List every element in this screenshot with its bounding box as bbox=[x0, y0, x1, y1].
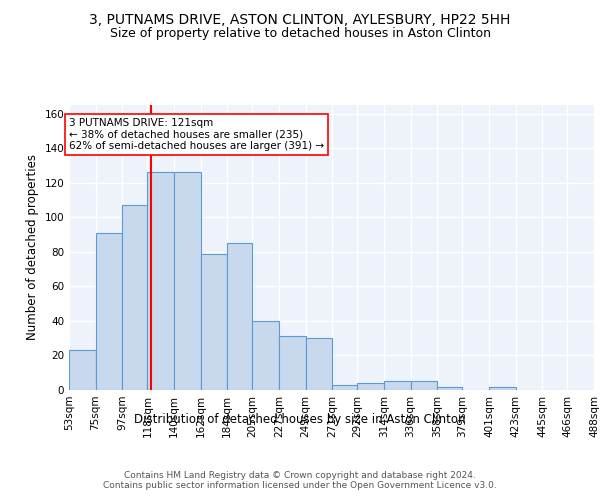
Y-axis label: Number of detached properties: Number of detached properties bbox=[26, 154, 39, 340]
Bar bbox=[437, 386, 463, 390]
Text: Contains HM Land Registry data © Crown copyright and database right 2024.
Contai: Contains HM Land Registry data © Crown c… bbox=[103, 470, 497, 490]
Bar bbox=[174, 172, 200, 390]
Text: Distribution of detached houses by size in Aston Clinton: Distribution of detached houses by size … bbox=[134, 412, 466, 426]
Text: Size of property relative to detached houses in Aston Clinton: Size of property relative to detached ho… bbox=[110, 28, 491, 40]
Bar bbox=[227, 243, 253, 390]
Bar bbox=[200, 254, 227, 390]
Bar bbox=[279, 336, 305, 390]
Text: 3, PUTNAMS DRIVE, ASTON CLINTON, AYLESBURY, HP22 5HH: 3, PUTNAMS DRIVE, ASTON CLINTON, AYLESBU… bbox=[89, 12, 511, 26]
Bar bbox=[332, 385, 358, 390]
Bar bbox=[305, 338, 332, 390]
Bar bbox=[122, 205, 148, 390]
Bar bbox=[489, 386, 515, 390]
Bar bbox=[384, 382, 410, 390]
Bar bbox=[410, 382, 437, 390]
Bar bbox=[358, 383, 384, 390]
Bar bbox=[69, 350, 95, 390]
Text: 3 PUTNAMS DRIVE: 121sqm
← 38% of detached houses are smaller (235)
62% of semi-d: 3 PUTNAMS DRIVE: 121sqm ← 38% of detache… bbox=[69, 118, 324, 151]
Bar bbox=[253, 321, 279, 390]
Bar bbox=[148, 172, 174, 390]
Bar bbox=[95, 233, 122, 390]
